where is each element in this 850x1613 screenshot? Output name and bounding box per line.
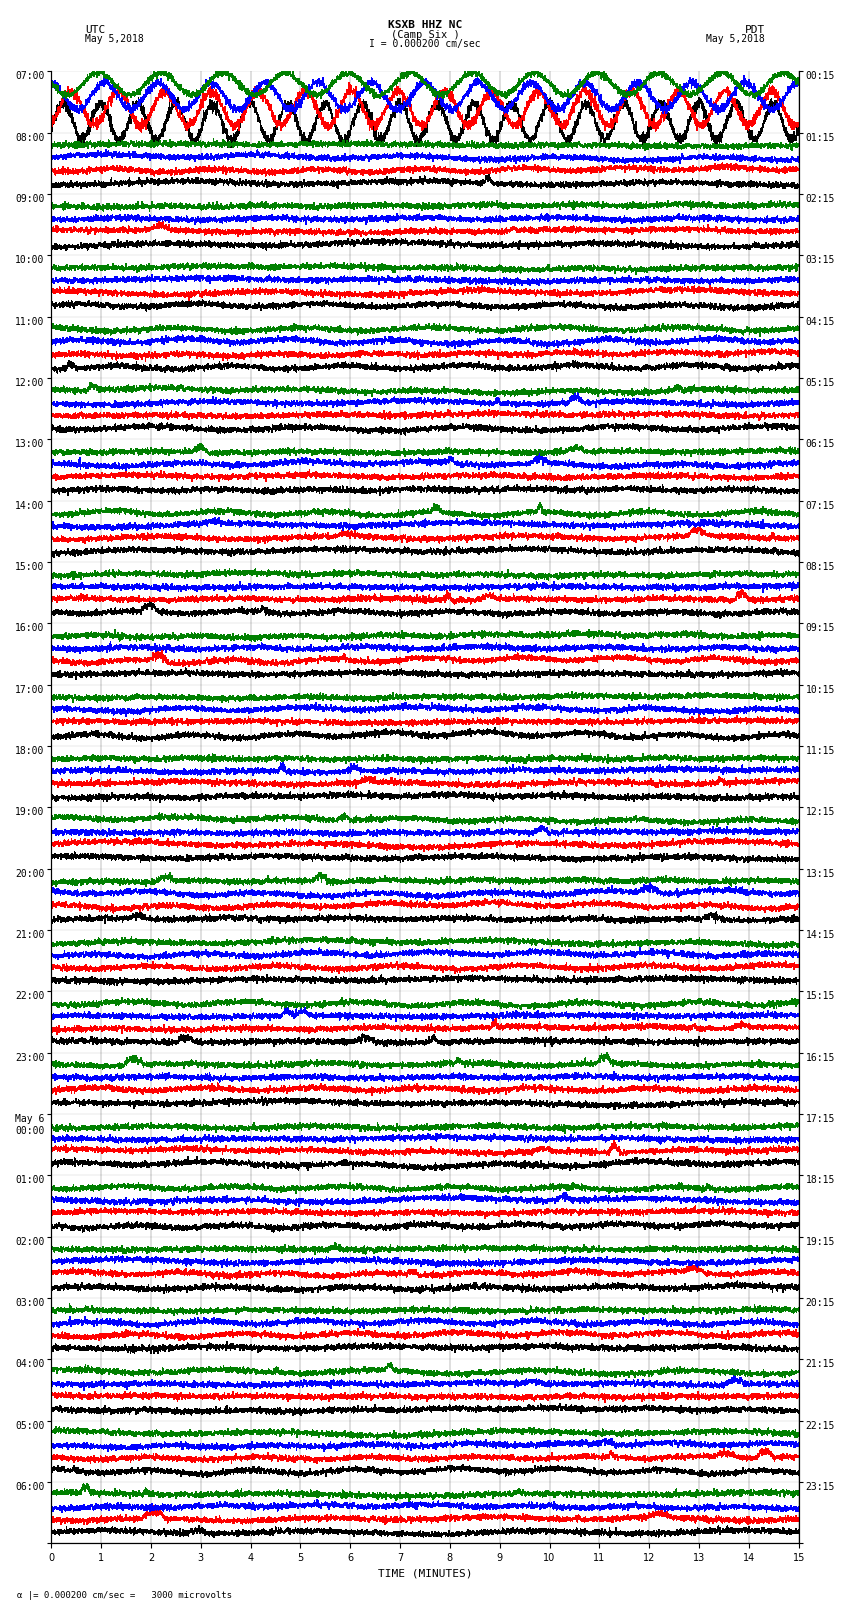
- Text: May 5,2018: May 5,2018: [85, 34, 144, 44]
- Text: (Camp Six ): (Camp Six ): [391, 29, 459, 39]
- Text: May 5,2018: May 5,2018: [706, 34, 765, 44]
- Text: UTC: UTC: [85, 24, 105, 35]
- Text: KSXB HHZ NC: KSXB HHZ NC: [388, 19, 462, 31]
- Text: PDT: PDT: [745, 24, 765, 35]
- Text: α |= 0.000200 cm/sec =   3000 microvolts: α |= 0.000200 cm/sec = 3000 microvolts: [17, 1590, 232, 1600]
- X-axis label: TIME (MINUTES): TIME (MINUTES): [377, 1569, 473, 1579]
- Text: I = 0.000200 cm/sec: I = 0.000200 cm/sec: [369, 39, 481, 50]
